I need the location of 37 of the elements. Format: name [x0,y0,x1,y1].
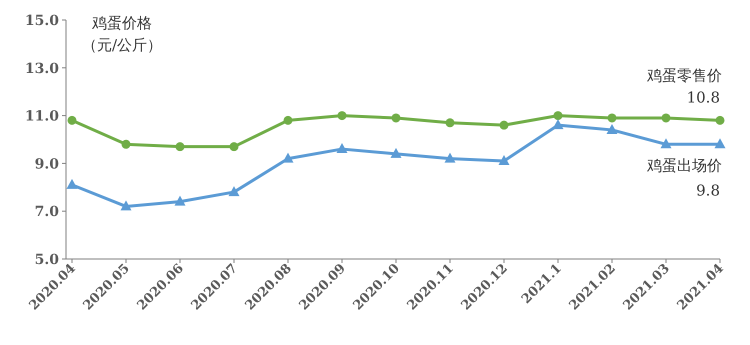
point [446,118,454,128]
point [390,148,402,158]
text: 鸡蛋零售价 [646,66,722,84]
y-tick-label: 11.0 [24,108,60,125]
y-tick-label: 5.0 [34,252,60,268]
point [338,111,346,120]
point [444,152,456,163]
point [228,186,240,196]
point [392,113,400,122]
y-tick-label: 9.0 [34,156,60,172]
point [66,178,78,189]
point [176,142,184,152]
point [606,124,618,134]
data-label: 9.8 [696,181,720,200]
point [552,119,564,130]
series-label: 鸡蛋出场价 [646,156,722,174]
point [120,200,132,210]
point [714,138,726,148]
point [662,113,670,122]
point [660,138,672,148]
point [68,116,76,125]
y-tick-label: 7.0 [34,204,60,220]
point [500,120,508,130]
point [174,196,186,206]
y-tick-label: 15.0 [24,13,60,29]
point [716,116,724,125]
y-tick-label: 13.0 [24,60,60,77]
point [282,152,294,163]
point [284,116,292,125]
point [498,155,510,166]
point [122,140,130,149]
y-axis-title: 鸡蛋价格（元/公斤） [80,13,164,56]
point [336,143,348,154]
point [554,111,562,120]
point [608,113,616,122]
point [230,142,238,152]
data-label: 10.8 [686,88,720,106]
